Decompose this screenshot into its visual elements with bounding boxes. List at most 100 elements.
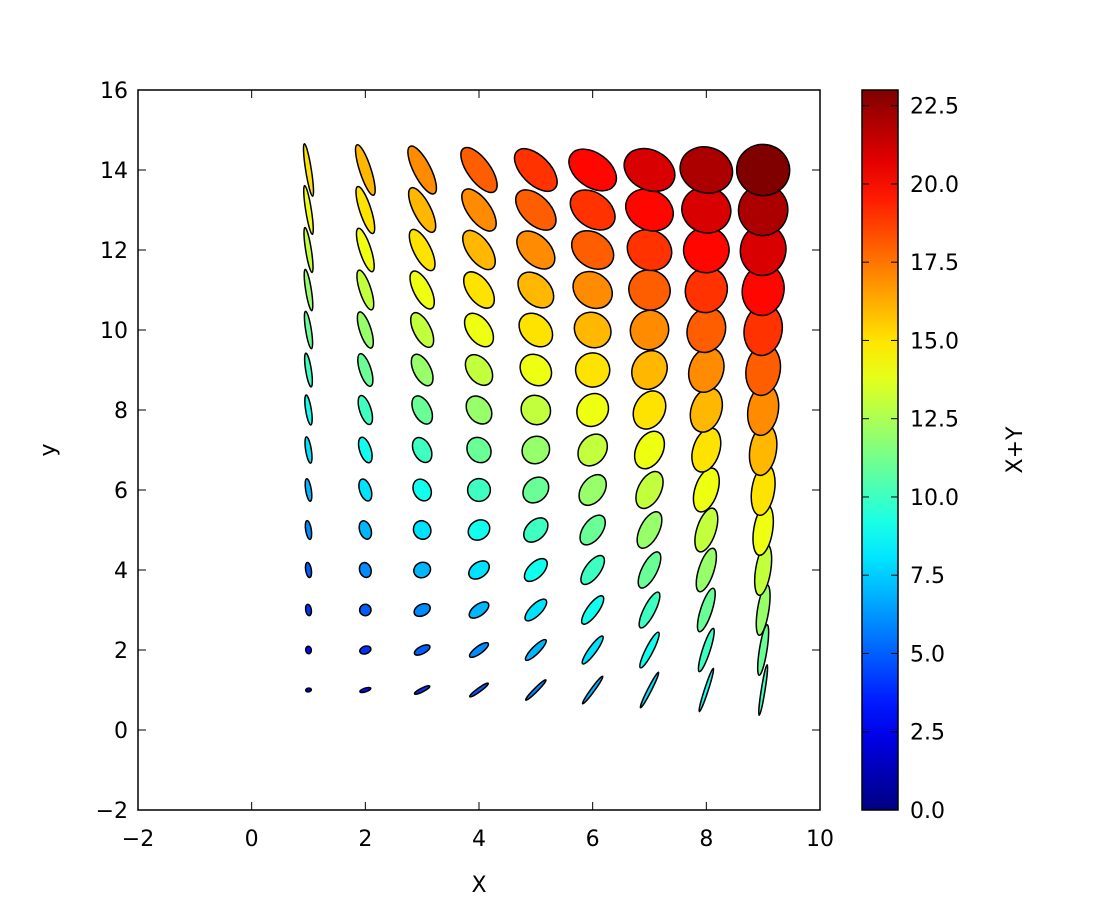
ellipse xyxy=(638,591,661,629)
ellipse xyxy=(580,554,606,586)
ellipse xyxy=(522,476,550,504)
y-tick-label: 0 xyxy=(114,719,128,744)
x-axis-label: X xyxy=(471,873,486,898)
ellipse xyxy=(573,311,612,349)
ellipse xyxy=(696,587,716,633)
ellipse xyxy=(581,675,604,705)
ellipse xyxy=(577,433,609,467)
ellipse xyxy=(625,188,674,232)
y-axis-label: y xyxy=(36,443,61,456)
y-tick-label: 12 xyxy=(100,239,128,264)
ellipse xyxy=(467,519,491,541)
ellipse xyxy=(358,478,373,502)
ellipse xyxy=(468,682,490,698)
ellipse xyxy=(304,561,313,579)
ellipse xyxy=(358,603,372,617)
ellipse xyxy=(466,436,492,464)
ellipse xyxy=(523,557,548,583)
x-tick-label: 0 xyxy=(245,827,259,852)
ellipse xyxy=(757,663,769,717)
y-tick-label: −2 xyxy=(96,799,128,824)
y-tick-label: 16 xyxy=(100,79,128,104)
ellipse xyxy=(303,226,314,274)
ellipse xyxy=(357,352,374,388)
ellipse xyxy=(355,227,375,273)
ellipse xyxy=(468,560,490,580)
ellipse xyxy=(304,519,313,541)
ellipse xyxy=(679,146,734,194)
ellipse xyxy=(358,520,373,540)
ellipse xyxy=(460,146,498,194)
ellipse xyxy=(628,269,671,311)
colorbar-tick-label: 15.0 xyxy=(910,329,959,354)
ellipse xyxy=(462,271,496,309)
ellipse xyxy=(302,143,315,197)
ellipse xyxy=(302,184,315,236)
ellipse xyxy=(410,353,434,387)
x-tick-label: 4 xyxy=(472,827,486,852)
ellipse xyxy=(468,601,490,619)
ellipse xyxy=(517,271,555,309)
ellipse xyxy=(359,686,372,694)
ellipse xyxy=(464,353,494,387)
ellipse xyxy=(357,394,374,426)
ellipse xyxy=(513,147,558,193)
ellipse xyxy=(570,230,615,270)
x-tick-label: 2 xyxy=(358,827,372,852)
ellipse xyxy=(695,547,718,593)
ellipse xyxy=(462,229,496,271)
colorbar-tick-label: 12.5 xyxy=(910,408,959,433)
ellipse xyxy=(521,435,551,465)
ellipse xyxy=(408,228,436,272)
y-tick-label: 4 xyxy=(114,559,128,584)
ellipse xyxy=(580,595,605,625)
ellipse xyxy=(635,470,664,510)
colorbar-tick-label: 20.0 xyxy=(910,173,959,198)
ellipse xyxy=(523,517,549,543)
ellipse xyxy=(413,644,431,656)
ellipse xyxy=(524,638,547,662)
y-tick-label: 8 xyxy=(114,399,128,424)
colorbar-tick-label: 5.0 xyxy=(910,642,945,667)
ellipse xyxy=(694,507,719,553)
ellipse xyxy=(576,392,610,428)
ellipse xyxy=(756,623,770,677)
ellipse xyxy=(412,478,433,502)
colorbar-tick-label: 10.0 xyxy=(910,486,959,511)
ellipse xyxy=(465,395,493,425)
ellipse xyxy=(639,671,660,709)
ellipse xyxy=(569,189,616,231)
ellipse xyxy=(626,228,673,272)
ellipse xyxy=(303,352,314,388)
ellipse xyxy=(578,473,608,507)
ellipse xyxy=(357,436,373,464)
ellipse xyxy=(633,430,666,470)
ellipse xyxy=(466,477,492,503)
ellipse xyxy=(692,467,720,513)
colorbar-label: X+Y xyxy=(1003,426,1028,474)
ellipse xyxy=(636,511,663,549)
ellipse xyxy=(516,230,556,270)
x-tick-label: 10 xyxy=(806,827,834,852)
ellipse xyxy=(304,478,313,502)
ellipse xyxy=(524,679,547,701)
ellipse xyxy=(303,310,314,350)
ellipse xyxy=(632,390,667,430)
ellipse xyxy=(304,436,313,464)
ellipse xyxy=(463,312,495,348)
ellipse xyxy=(639,631,660,669)
ellipse xyxy=(581,635,604,665)
y-tick-label: 2 xyxy=(114,639,128,664)
colorbar-tick-label: 0.0 xyxy=(910,799,945,824)
ellipse xyxy=(304,394,313,426)
y-tick-label: 14 xyxy=(100,159,128,184)
x-tick-label: 6 xyxy=(586,827,600,852)
x-tick-label: 8 xyxy=(699,827,713,852)
colorbar xyxy=(861,89,899,811)
ellipse xyxy=(629,309,670,351)
ellipse xyxy=(413,602,431,618)
ellipse xyxy=(304,645,313,655)
y-tick-label: 6 xyxy=(114,479,128,504)
ellipse xyxy=(407,145,438,195)
